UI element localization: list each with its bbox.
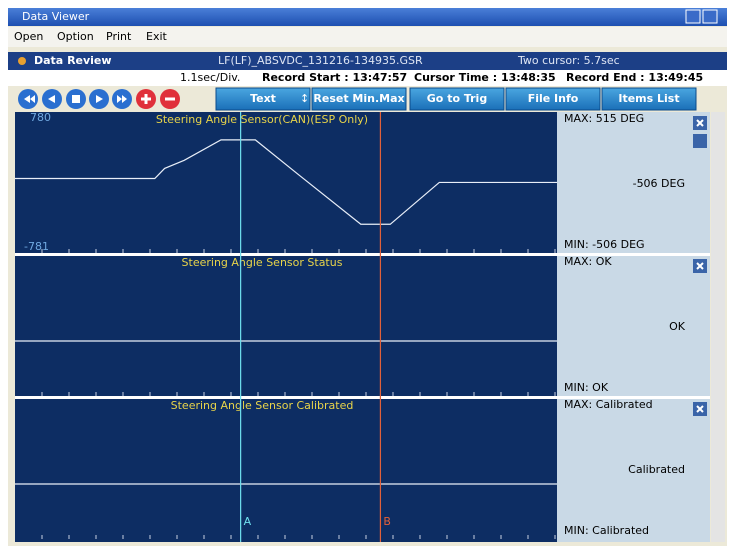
minimize-button[interactable] (685, 9, 701, 24)
cursor-label: B (383, 515, 391, 528)
time-scale: 1.1sec/Div. (180, 71, 240, 84)
review-icon (18, 57, 26, 65)
dropdown-arrow: ↕ (300, 92, 309, 105)
toolbar-button[interactable] (311, 87, 407, 111)
menu-item[interactable]: Open (14, 30, 43, 43)
window-title: Data Viewer (22, 10, 90, 23)
close-icon (696, 405, 704, 413)
signal-trace (15, 139, 557, 225)
menu-item[interactable]: Option (57, 30, 94, 43)
scrollbar[interactable] (711, 112, 725, 542)
toolbar-label: Items List (618, 92, 679, 105)
toolbar-button[interactable] (215, 87, 311, 111)
panel-title: Steering Angle Sensor(CAN)(ESP Only) (156, 113, 368, 126)
max-label: MAX: OK (564, 255, 612, 268)
panel-title: Steering Angle Sensor Status (182, 256, 343, 269)
close-icon (696, 119, 704, 127)
cursor-time: Cursor Time : 13:48:35 (414, 71, 556, 84)
panel-title: Steering Angle Sensor Calibrated (171, 399, 354, 412)
menu-item[interactable]: Exit (146, 30, 168, 43)
toolbar-label: Text (250, 92, 276, 105)
toolbar-label: Go to Trig (427, 92, 487, 105)
min-label: MIN: -506 DEG (564, 238, 645, 251)
cursor-span: Two cursor: 5.7sec (517, 54, 620, 67)
y-max-label: 780 (30, 111, 51, 124)
current-value: -506 DEG (633, 177, 685, 190)
max-label: MAX: 515 DEG (564, 112, 644, 125)
toolbar-label: Reset Min.Max (313, 92, 404, 105)
title-bar (8, 8, 727, 26)
min-label: MIN: OK (564, 381, 609, 394)
current-value: Calibrated (628, 463, 685, 476)
file-name: LF(LF)_ABSVDC_131216-134935.GSR (218, 54, 423, 67)
review-title: Data Review (34, 54, 112, 67)
value-panel (557, 112, 710, 542)
record-start: Record Start : 13:47:57 (262, 71, 407, 84)
max-label: MAX: Calibrated (564, 398, 653, 411)
close-button[interactable] (702, 9, 718, 24)
toolbar-button[interactable] (505, 87, 601, 111)
info-bar (8, 70, 727, 86)
playback-controls (18, 89, 180, 109)
min-label: MIN: Calibrated (564, 524, 649, 537)
menu-bar (8, 27, 727, 47)
y-min-label: -781 (24, 240, 49, 253)
panel-divider (15, 396, 710, 399)
toolbar-label: File Info (528, 92, 579, 105)
current-value: OK (669, 320, 686, 333)
expand-panel[interactable] (693, 134, 707, 148)
cursor-label: A (244, 515, 252, 528)
toolbar-button[interactable] (409, 87, 505, 111)
panel-divider (15, 253, 710, 256)
toolbar-button[interactable] (601, 87, 697, 111)
close-icon (696, 262, 704, 270)
review-bar (8, 52, 727, 70)
record-end: Record End : 13:49:45 (566, 71, 703, 84)
menu-item[interactable]: Print (106, 30, 132, 43)
